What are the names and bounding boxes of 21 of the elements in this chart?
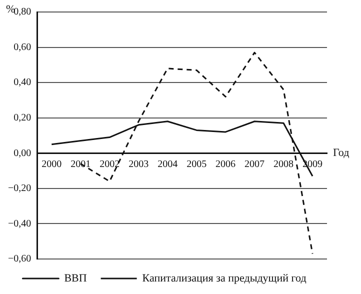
y-tick-label: −0,60 xyxy=(8,254,32,265)
x-tick-label: 2002 xyxy=(100,158,120,170)
y-tick-label: 0,00 xyxy=(14,148,32,159)
legend-label: Капитализация за предыдущий год xyxy=(142,272,307,284)
y-tick-label: −0,20 xyxy=(8,183,32,194)
y-tick-label: 0,40 xyxy=(14,77,32,88)
x-tick-label: 2006 xyxy=(216,158,236,170)
x-tick-label: 2001 xyxy=(70,158,91,170)
x-tick-label: 2005 xyxy=(186,158,207,170)
x-tick-label: 2000 xyxy=(42,158,62,170)
x-axis-title: Год xyxy=(333,147,350,160)
x-tick-label: 2008 xyxy=(274,158,294,170)
y-axis-title: % xyxy=(6,3,16,16)
legend-label: ВВП xyxy=(64,272,87,284)
y-tick-label: 0,60 xyxy=(14,42,32,53)
y-tick-label: 0,80 xyxy=(14,6,32,18)
y-tick-label: −0,40 xyxy=(8,218,32,230)
x-tick-label: 2003 xyxy=(128,158,149,170)
x-tick-label: 2004 xyxy=(158,158,178,170)
x-tick-label: 2007 xyxy=(244,158,265,170)
y-tick-label: 0,20 xyxy=(14,112,32,124)
